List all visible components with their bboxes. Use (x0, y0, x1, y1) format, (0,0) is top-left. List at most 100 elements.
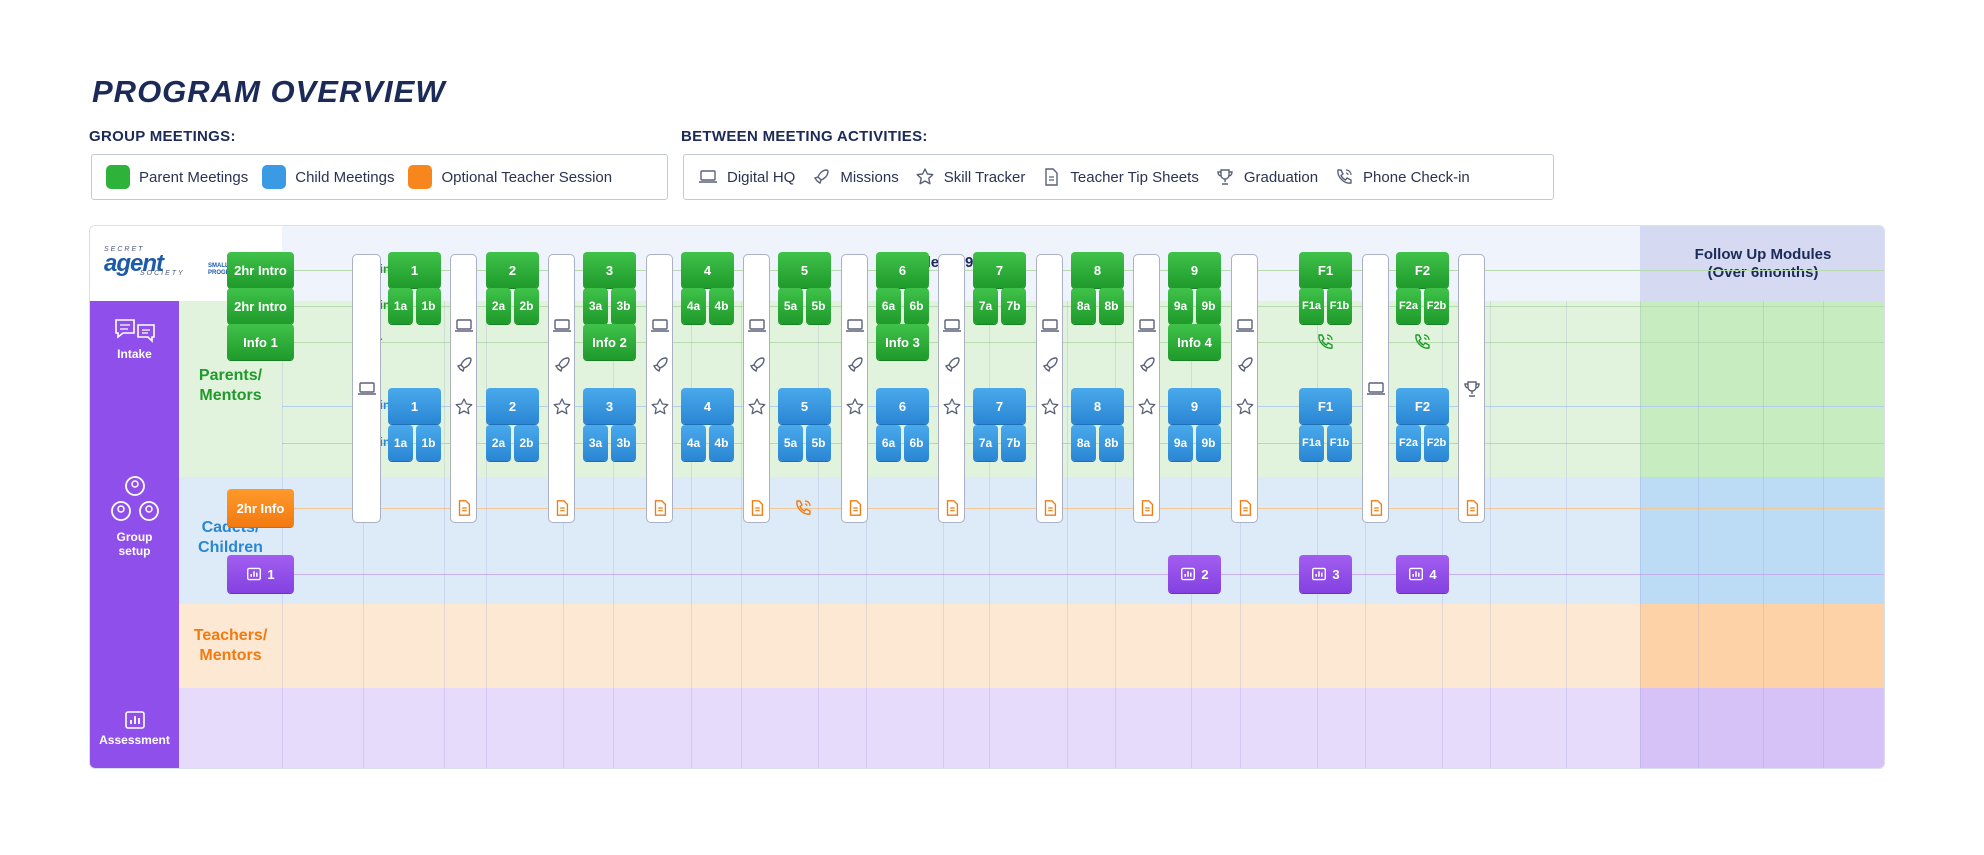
module-2-child-b[interactable]: 2b (514, 425, 539, 461)
module-1-parent-a[interactable]: 1a (388, 288, 413, 324)
column-line (1240, 301, 1241, 768)
intake-parent-intro-2[interactable]: 2hr Intro (227, 288, 294, 324)
laptop-icon (650, 316, 670, 336)
module-7-child-main[interactable]: 7 (973, 388, 1026, 424)
followup-F1-child-b[interactable]: F1b (1327, 425, 1352, 461)
laptop-icon (1137, 316, 1157, 336)
module-6-child-b[interactable]: 6b (904, 425, 929, 461)
module-4-child-b[interactable]: 4b (709, 425, 734, 461)
followup-F1-parent-main[interactable]: F1 (1299, 252, 1352, 288)
assessment-1[interactable]: 1 (227, 555, 294, 593)
module-7-child-b[interactable]: 7b (1001, 425, 1026, 461)
module-6-parent-a[interactable]: 6a (876, 288, 901, 324)
chart-icon (1311, 567, 1327, 581)
module-5-parent-main[interactable]: 5 (778, 252, 831, 288)
module-9-parent-main[interactable]: 9 (1168, 252, 1221, 288)
rocket-icon (845, 355, 865, 375)
module-2-parent-b[interactable]: 2b (514, 288, 539, 324)
module-4-parent-a[interactable]: 4a (681, 288, 706, 324)
followup-F1-parent-a[interactable]: F1a (1299, 288, 1324, 324)
followup-F2-child-b[interactable]: F2b (1424, 425, 1449, 461)
module-5-parent-b[interactable]: 5b (806, 288, 831, 324)
module-2-parent-a[interactable]: 2a (486, 288, 511, 324)
followup-header-bg (1640, 226, 1884, 301)
document-icon (1041, 167, 1061, 187)
trophy-icon (1215, 167, 1235, 187)
column-line (691, 301, 692, 768)
module-7-parent-main[interactable]: 7 (973, 252, 1026, 288)
module-4-parent-main[interactable]: 4 (681, 252, 734, 288)
module-7-parent-a[interactable]: 7a (973, 288, 998, 324)
module-8-child-b[interactable]: 8b (1099, 425, 1124, 461)
followup-assessment-tint (1640, 688, 1884, 768)
assessment-2[interactable]: 2 (1168, 555, 1221, 593)
module-3-child-a[interactable]: 3a (583, 425, 608, 461)
module-4-parent-b[interactable]: 4b (709, 288, 734, 324)
star-icon (942, 397, 962, 417)
module-1-child-main[interactable]: 1 (388, 388, 441, 424)
followup-F1-child-a[interactable]: F1a (1299, 425, 1324, 461)
column-line (1823, 301, 1824, 768)
followup-F1-child-main[interactable]: F1 (1299, 388, 1352, 424)
module-3-parent-main[interactable]: 3 (583, 252, 636, 288)
module-5-parent-a[interactable]: 5a (778, 288, 803, 324)
module-5-child-b[interactable]: 5b (806, 425, 831, 461)
module-9-child-a[interactable]: 9a (1168, 425, 1193, 461)
document-icon (1366, 498, 1386, 518)
module-7-parent-b[interactable]: 7b (1001, 288, 1026, 324)
document-icon (1137, 498, 1157, 518)
module-6-child-a[interactable]: 6a (876, 425, 901, 461)
column-line (563, 301, 564, 768)
followup-F2-parent-main[interactable]: F2 (1396, 252, 1449, 288)
assessment-label: Assessment (99, 733, 170, 747)
module-9-info[interactable]: Info 4 (1168, 324, 1221, 360)
legend-digital-hq: Digital HQ (698, 167, 795, 187)
module-8-child-a[interactable]: 8a (1071, 425, 1096, 461)
followup-F2-child-main[interactable]: F2 (1396, 388, 1449, 424)
document-icon (650, 498, 670, 518)
assessment-3[interactable]: 3 (1299, 555, 1352, 593)
module-9-parent-b[interactable]: 9b (1196, 288, 1221, 324)
module-6-child-main[interactable]: 6 (876, 388, 929, 424)
module-1-parent-b[interactable]: 1b (416, 288, 441, 324)
module-8-parent-a[interactable]: 8a (1071, 288, 1096, 324)
module-3-child-b[interactable]: 3b (611, 425, 636, 461)
module-6-parent-main[interactable]: 6 (876, 252, 929, 288)
module-9-parent-a[interactable]: 9a (1168, 288, 1193, 324)
module-5-child-a[interactable]: 5a (778, 425, 803, 461)
module-3-info[interactable]: Info 2 (583, 324, 636, 360)
followup-F2-parent-a[interactable]: F2a (1396, 288, 1421, 324)
intake-parent-intro-1[interactable]: 2hr Intro (227, 252, 294, 288)
module-2-parent-main[interactable]: 2 (486, 252, 539, 288)
module-2-child-main[interactable]: 2 (486, 388, 539, 424)
module-5-child-main[interactable]: 5 (778, 388, 831, 424)
module-1-child-a[interactable]: 1a (388, 425, 413, 461)
module-3-parent-a[interactable]: 3a (583, 288, 608, 324)
followup-F2-parent-b[interactable]: F2b (1424, 288, 1449, 324)
module-8-child-main[interactable]: 8 (1071, 388, 1124, 424)
module-2-child-a[interactable]: 2a (486, 425, 511, 461)
module-6-parent-b[interactable]: 6b (904, 288, 929, 324)
module-4-child-main[interactable]: 4 (681, 388, 734, 424)
module-8-parent-main[interactable]: 8 (1071, 252, 1124, 288)
module-3-child-main[interactable]: 3 (583, 388, 636, 424)
module-1-child-b[interactable]: 1b (416, 425, 441, 461)
intake-info-1[interactable]: Info 1 (227, 324, 294, 360)
module-7-child-a[interactable]: 7a (973, 425, 998, 461)
legend-graduation: Graduation (1215, 167, 1318, 187)
column-line (1317, 301, 1318, 768)
module-9-child-main[interactable]: 9 (1168, 388, 1221, 424)
intake-teacher-info[interactable]: 2hr Info (227, 489, 294, 527)
module-3-parent-b[interactable]: 3b (611, 288, 636, 324)
module-4-child-a[interactable]: 4a (681, 425, 706, 461)
module-1-parent-main[interactable]: 1 (388, 252, 441, 288)
star-icon (1040, 397, 1060, 417)
followup-F1-parent-b[interactable]: F1b (1327, 288, 1352, 324)
module-8-parent-b[interactable]: 8b (1099, 288, 1124, 324)
followup-F2-child-a[interactable]: F2a (1396, 425, 1421, 461)
assessment-4[interactable]: 4 (1396, 555, 1449, 593)
column-line (1442, 301, 1443, 768)
module-9-child-b[interactable]: 9b (1196, 425, 1221, 461)
group-meetings-heading: GROUP MEETINGS: (89, 128, 236, 145)
module-6-info[interactable]: Info 3 (876, 324, 929, 360)
